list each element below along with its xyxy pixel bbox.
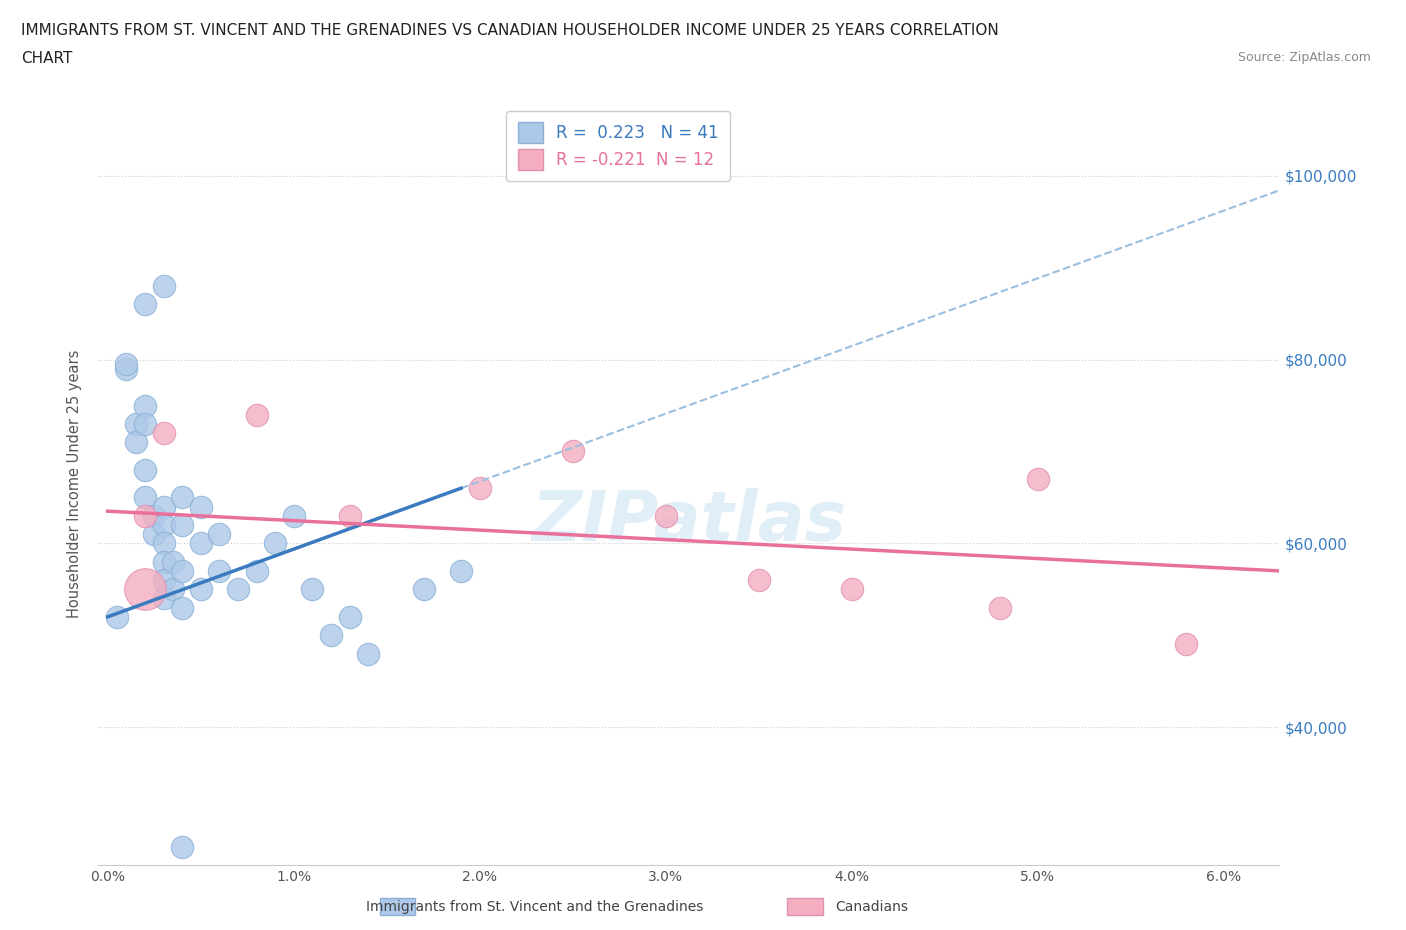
Point (245, 564, 267, 578)
Point (1175, 637, 1198, 652)
Point (264, 536, 287, 551)
Point (190, 536, 212, 551)
Point (124, 435, 146, 450)
Point (115, 362, 138, 377)
Point (226, 582, 249, 597)
Point (152, 591, 174, 605)
Legend: R =  0.223   N = 41, R = -0.221  N = 12: R = 0.223 N = 41, R = -0.221 N = 12 (506, 111, 730, 181)
Point (134, 398, 156, 413)
Point (152, 536, 174, 551)
Point (990, 600, 1012, 615)
Point (172, 490, 194, 505)
Point (162, 582, 184, 597)
Point (654, 509, 676, 524)
Point (283, 509, 305, 524)
Point (245, 407, 267, 422)
Point (162, 554, 184, 569)
Text: Immigrants from St. Vincent and the Grenadines: Immigrants from St. Vincent and the Gren… (366, 899, 703, 914)
Point (115, 357, 138, 372)
Point (124, 417, 146, 432)
Point (134, 490, 156, 505)
Point (152, 426, 174, 441)
Point (357, 646, 380, 661)
Point (143, 509, 166, 524)
Point (319, 628, 342, 643)
Point (1026, 472, 1049, 486)
Point (134, 297, 156, 312)
Text: ZIPatlas: ZIPatlas (531, 488, 846, 555)
Point (152, 517, 174, 532)
Point (339, 609, 361, 624)
Point (134, 417, 156, 432)
Point (412, 582, 434, 597)
Point (748, 573, 770, 588)
Point (134, 509, 156, 524)
Point (468, 481, 491, 496)
Point (172, 839, 194, 854)
Point (152, 573, 174, 588)
Point (190, 499, 212, 514)
Text: Source: ZipAtlas.com: Source: ZipAtlas.com (1237, 51, 1371, 64)
Point (172, 564, 194, 578)
Point (134, 582, 156, 597)
Point (172, 517, 194, 532)
Point (190, 582, 212, 597)
Point (208, 526, 231, 541)
Point (172, 600, 194, 615)
Point (143, 526, 166, 541)
Point (208, 564, 231, 578)
Point (105, 609, 128, 624)
Point (134, 462, 156, 477)
Text: IMMIGRANTS FROM ST. VINCENT AND THE GRENADINES VS CANADIAN HOUSEHOLDER INCOME UN: IMMIGRANTS FROM ST. VINCENT AND THE GREN… (21, 23, 998, 38)
Text: Canadians: Canadians (835, 899, 908, 914)
Text: CHART: CHART (21, 51, 73, 66)
Point (152, 554, 174, 569)
Y-axis label: Householder Income Under 25 years: Householder Income Under 25 years (67, 350, 83, 618)
Point (152, 279, 174, 294)
Point (841, 582, 863, 597)
Point (561, 444, 583, 458)
Point (339, 509, 361, 524)
Point (301, 582, 323, 597)
Point (152, 499, 174, 514)
Point (450, 564, 472, 578)
